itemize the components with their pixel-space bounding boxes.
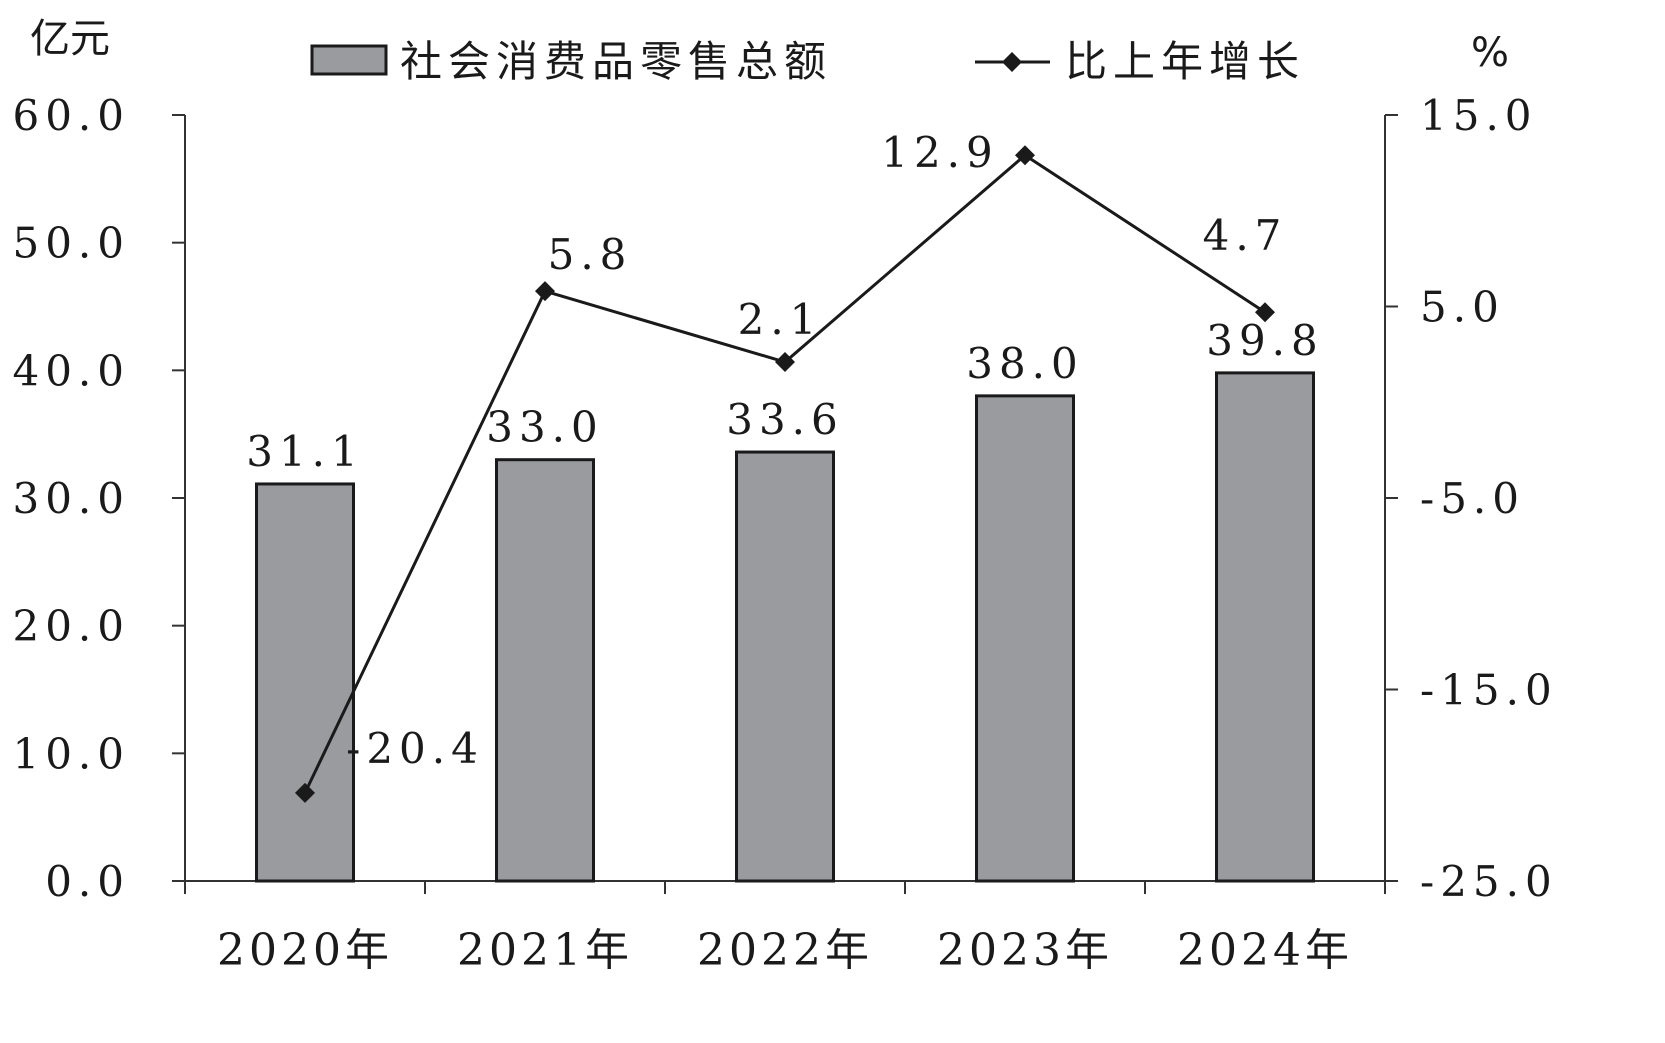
line-point-marker: [1015, 145, 1035, 166]
category-label: 2023年: [937, 925, 1113, 976]
left-tick-label: 0.0: [45, 857, 130, 906]
category-label: 2021年: [457, 925, 633, 976]
line-value-label: -20.4: [346, 724, 484, 773]
left-tick-label: 40.0: [12, 346, 130, 395]
bar: [975, 394, 1075, 883]
line-value-label: 5.8: [548, 230, 633, 279]
line-point-marker: [535, 281, 555, 302]
x-axis-ticks: [184, 881, 1386, 894]
line-value-label: 2.1: [738, 295, 823, 344]
bar-value-label: 39.8: [1206, 316, 1324, 365]
category-label: 2022年: [697, 925, 873, 976]
bar: [735, 450, 835, 883]
bar-value-label: 33.0: [486, 403, 604, 452]
bar: [255, 482, 355, 883]
line-series: [295, 145, 1275, 803]
bar-value-label: 33.6: [726, 395, 844, 444]
legend-label-bar: 社会消费品零售总额: [400, 37, 832, 86]
right-axis-unit: %: [1471, 30, 1509, 76]
category-label: 2020年: [217, 925, 393, 976]
right-tick-label: 15.0: [1420, 91, 1538, 140]
line-point-marker: [295, 782, 315, 803]
line-point-marker: [775, 352, 795, 373]
bar-data-labels: 31.1 33.0 33.6 38.0 39.8: [246, 316, 1324, 476]
right-axis-ticks: -25.0 -15.0 -5.0 5.0 15.0: [1385, 91, 1558, 906]
left-tick-label: 60.0: [12, 91, 130, 140]
left-tick-label: 10.0: [12, 729, 130, 778]
bar-value-label: 38.0: [966, 339, 1084, 388]
left-axis-unit: 亿元: [30, 16, 110, 62]
line-value-label: 4.7: [1203, 211, 1288, 260]
left-tick-label: 30.0: [12, 474, 130, 523]
left-tick-label: 20.0: [12, 602, 130, 651]
line-value-label: 12.9: [881, 128, 999, 177]
bar: [495, 458, 595, 883]
right-tick-label: -5.0: [1420, 474, 1525, 523]
legend-diamond-icon: [1002, 52, 1022, 72]
legend-bar-swatch: [310, 44, 388, 76]
legend: 社会消费品零售总额 比上年增长: [310, 37, 1305, 86]
right-tick-label: 5.0: [1420, 283, 1505, 332]
right-tick-label: -25.0: [1420, 857, 1558, 906]
legend-label-line: 比上年增长: [1065, 37, 1305, 86]
left-axis-ticks: 0.0 10.0 20.0 30.0 40.0 50.0 60.0: [12, 91, 185, 906]
bar: [1215, 371, 1315, 883]
line-data-labels: -20.4 5.8 2.1 12.9 4.7: [346, 128, 1288, 773]
bar-series: [255, 371, 1315, 883]
right-tick-label: -15.0: [1420, 666, 1558, 715]
line-point-marker: [1255, 302, 1275, 323]
bar-value-label: 31.1: [246, 427, 364, 476]
left-tick-label: 50.0: [12, 219, 130, 268]
category-label: 2024年: [1177, 925, 1353, 976]
category-labels: 2020年 2021年 2022年 2023年 2024年: [217, 925, 1353, 976]
